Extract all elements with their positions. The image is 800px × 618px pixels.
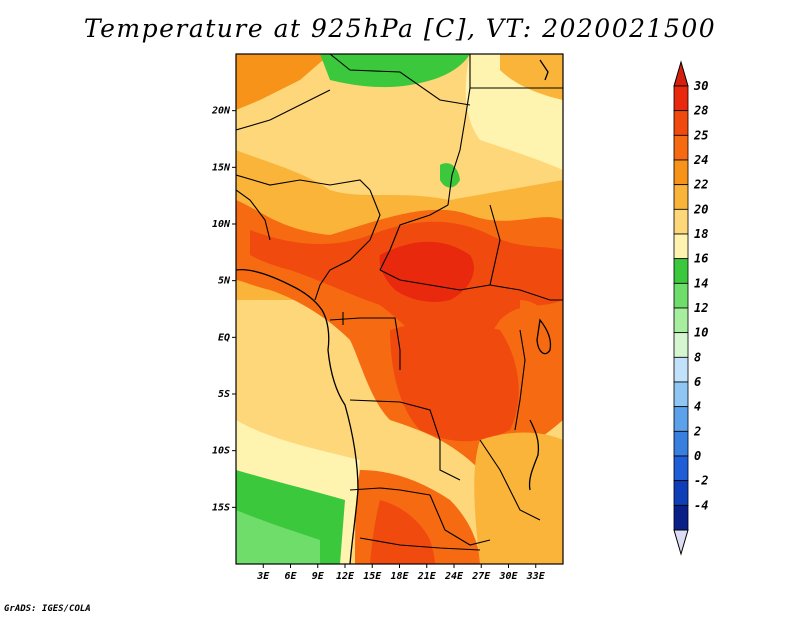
lon-tick-label-9: 30E xyxy=(498,571,518,582)
colorbar-label-5: 20 xyxy=(693,202,708,216)
lat-tick-label-5: 5S xyxy=(218,389,230,400)
lake-victoria xyxy=(536,318,552,355)
colorbar-label-11: 8 xyxy=(694,350,701,364)
lon-tick-label-5: 18E xyxy=(390,571,409,582)
colorbar-band-1 xyxy=(673,110,689,136)
lat-tick-label-3: 5N xyxy=(218,276,231,287)
colorbar-band-0 xyxy=(673,85,689,112)
colorbar-label-6: 18 xyxy=(694,227,708,241)
border-gabon-congo xyxy=(329,317,401,370)
colorbar-label-7: 16 xyxy=(694,252,708,266)
border-namibia-south xyxy=(359,537,481,551)
field-green-patch xyxy=(440,163,460,188)
colorbar-label-4: 22 xyxy=(693,178,708,192)
lon-tick-label-4: 15E xyxy=(363,571,382,582)
colorbar-label-12: 6 xyxy=(694,375,701,389)
colorbar-band-7 xyxy=(673,258,689,284)
country-borders xyxy=(236,54,563,551)
colorbar-band-17 xyxy=(673,504,689,531)
colorbar-top-arrow xyxy=(673,60,689,87)
border-angola-drc xyxy=(349,399,461,481)
lon-tick-label-7: 24E xyxy=(444,571,464,582)
border-east-lakes xyxy=(514,329,526,431)
lat-tick-label-0: 20N xyxy=(211,106,231,117)
border-nigeria-cameroon xyxy=(314,189,381,301)
lat-tick-label-6: 10S xyxy=(212,446,230,457)
field-nw-warm xyxy=(236,54,330,110)
colorbar-band-13 xyxy=(673,406,689,432)
colorbar-band-16 xyxy=(673,480,689,506)
border-south-sudan xyxy=(489,284,563,301)
gulf-suez xyxy=(539,59,549,81)
border-car-drc xyxy=(379,269,491,291)
field-congo-warm xyxy=(390,322,519,442)
colorbar-band-3 xyxy=(673,159,689,186)
field-core-30 xyxy=(379,241,474,302)
lake-malawi xyxy=(528,419,540,491)
border-angola-namibia xyxy=(349,487,431,496)
temperature-field xyxy=(236,54,563,564)
lon-tick-label-6: 21E xyxy=(417,571,437,582)
colorbar-band-12 xyxy=(673,381,689,408)
field-sw-lightgreen xyxy=(236,510,320,564)
lon-tick-label-10: 33E xyxy=(526,571,546,582)
lon-tick-label-0: 3E xyxy=(256,571,270,582)
colorbar-band-15 xyxy=(673,455,689,482)
lat-tick-label-2: 10N xyxy=(212,219,231,230)
colorbar-label-15: 0 xyxy=(694,449,701,463)
colorbar-band-10 xyxy=(673,332,689,358)
colorbar-band-4 xyxy=(673,184,689,210)
border-chad-car xyxy=(379,204,449,271)
colorbar-label-0: 30 xyxy=(693,79,708,93)
border-zambia xyxy=(479,439,541,521)
border-libya-niger xyxy=(329,54,471,106)
lon-tick-label-2: 9E xyxy=(312,571,325,582)
colorbar-band-14 xyxy=(673,430,689,457)
border-benin xyxy=(236,189,271,241)
lon-tick-label-1: 6E xyxy=(284,571,297,582)
colorbar-label-10: 10 xyxy=(694,326,708,340)
colorbar-label-2: 25 xyxy=(693,128,708,142)
colorbar-label-1: 28 xyxy=(693,104,708,118)
lat-tick-label-7: 15S xyxy=(212,502,230,513)
colorbar-label-17: -4 xyxy=(694,498,708,512)
lon-tick-label-8: 27E xyxy=(471,571,491,582)
coastline xyxy=(236,59,552,564)
colorbar-bottom-arrow xyxy=(673,529,689,556)
colorbar-label-3: 24 xyxy=(693,153,708,167)
coastline-west xyxy=(236,269,359,564)
border-chad-sudan xyxy=(447,87,471,206)
border-niger-nigeria xyxy=(236,174,371,191)
field-north-green xyxy=(320,54,470,88)
border-car-sudan xyxy=(489,204,501,286)
field-east-edge xyxy=(520,300,563,420)
colorbar-label-8: 14 xyxy=(694,276,708,290)
colorbar-band-8 xyxy=(673,282,689,309)
longitude-axis: 3E 6E 9E 12E 15E 18E 21E 24E 27E 30E 33E xyxy=(256,564,546,582)
colorbar-label-16: -2 xyxy=(694,474,708,488)
colorbar-band-6 xyxy=(673,233,689,260)
colorbar-band-2 xyxy=(673,134,689,161)
colorbar-label-13: 4 xyxy=(694,400,701,414)
colorbar-band-11 xyxy=(673,356,689,383)
lon-tick-label-3: 12E xyxy=(336,571,355,582)
latitude-axis: 20N 15N 10N 5N EQ 5S 10S 15S xyxy=(211,106,236,513)
colorbar-band-9 xyxy=(673,307,689,334)
colorbar-label-14: 2 xyxy=(693,424,701,438)
border-mali-niger xyxy=(236,89,331,131)
lat-tick-label-4: EQ xyxy=(218,332,230,343)
colorbar-label-9: 12 xyxy=(694,301,708,315)
border-botswana xyxy=(429,494,491,546)
colorbar-band-5 xyxy=(673,208,689,235)
lat-tick-label-1: 15N xyxy=(212,162,231,173)
grads-credit: GrADS: IGES/COLA xyxy=(4,604,91,614)
map-title: Temperature at 925hPa [C], VT: 202002150… xyxy=(83,14,717,43)
field-south-hot xyxy=(370,500,435,564)
